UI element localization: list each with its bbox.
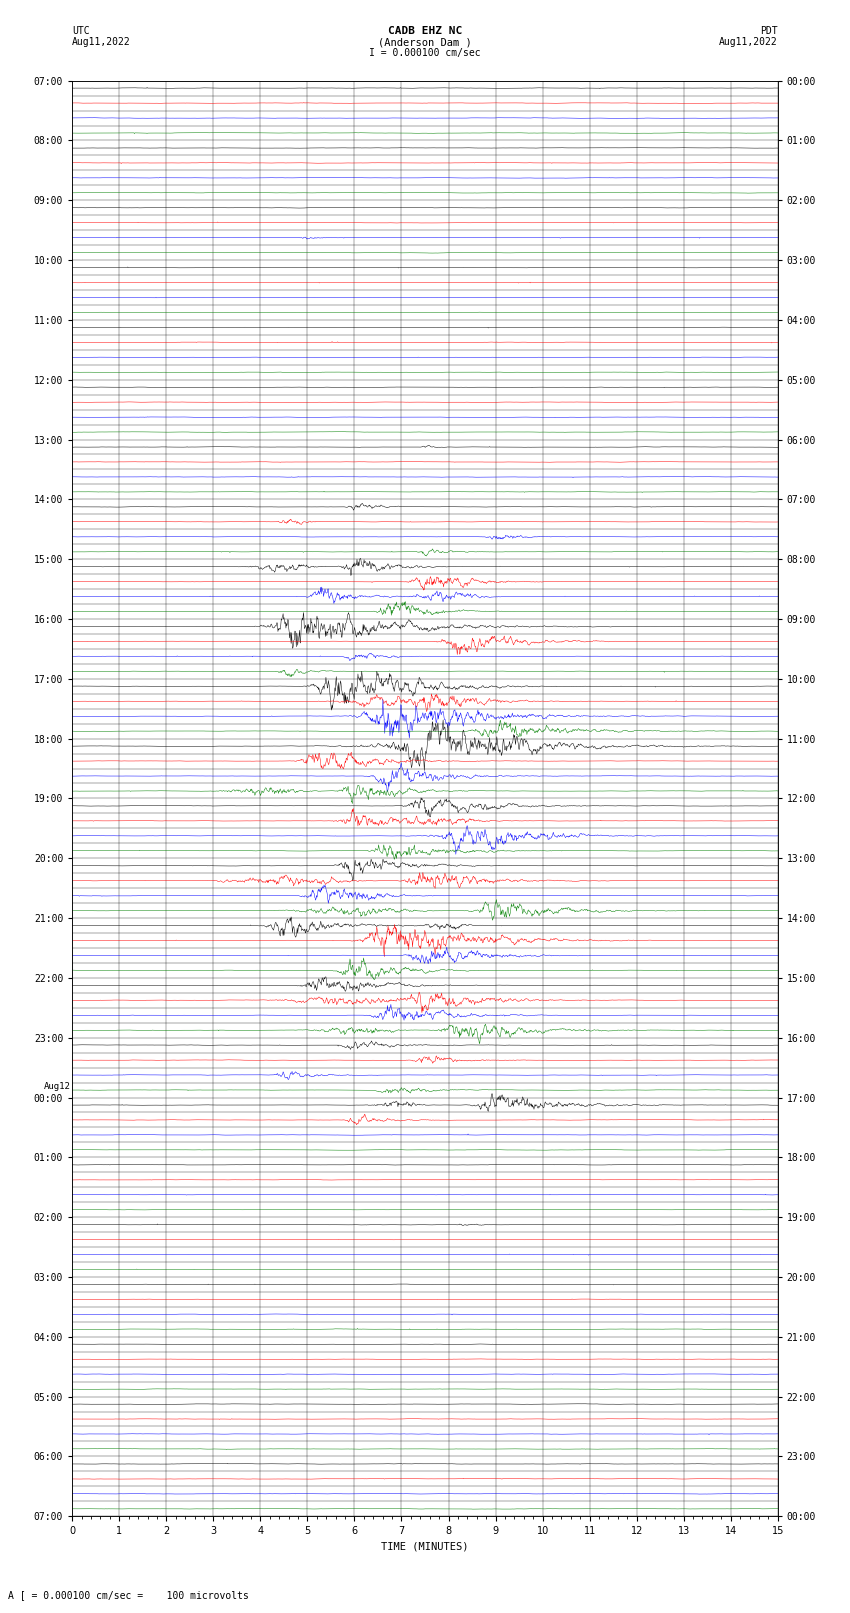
X-axis label: TIME (MINUTES): TIME (MINUTES) bbox=[382, 1542, 468, 1552]
Text: I = 0.000100 cm/sec: I = 0.000100 cm/sec bbox=[369, 48, 481, 58]
Text: PDT: PDT bbox=[760, 26, 778, 35]
Text: A [ = 0.000100 cm/sec =    100 microvolts: A [ = 0.000100 cm/sec = 100 microvolts bbox=[8, 1590, 249, 1600]
Text: Aug12: Aug12 bbox=[43, 1082, 71, 1090]
Text: UTC: UTC bbox=[72, 26, 90, 35]
Text: CADB EHZ NC: CADB EHZ NC bbox=[388, 26, 462, 35]
Text: (Anderson Dam ): (Anderson Dam ) bbox=[378, 37, 472, 47]
Text: Aug11,2022: Aug11,2022 bbox=[719, 37, 778, 47]
Text: Aug11,2022: Aug11,2022 bbox=[72, 37, 131, 47]
